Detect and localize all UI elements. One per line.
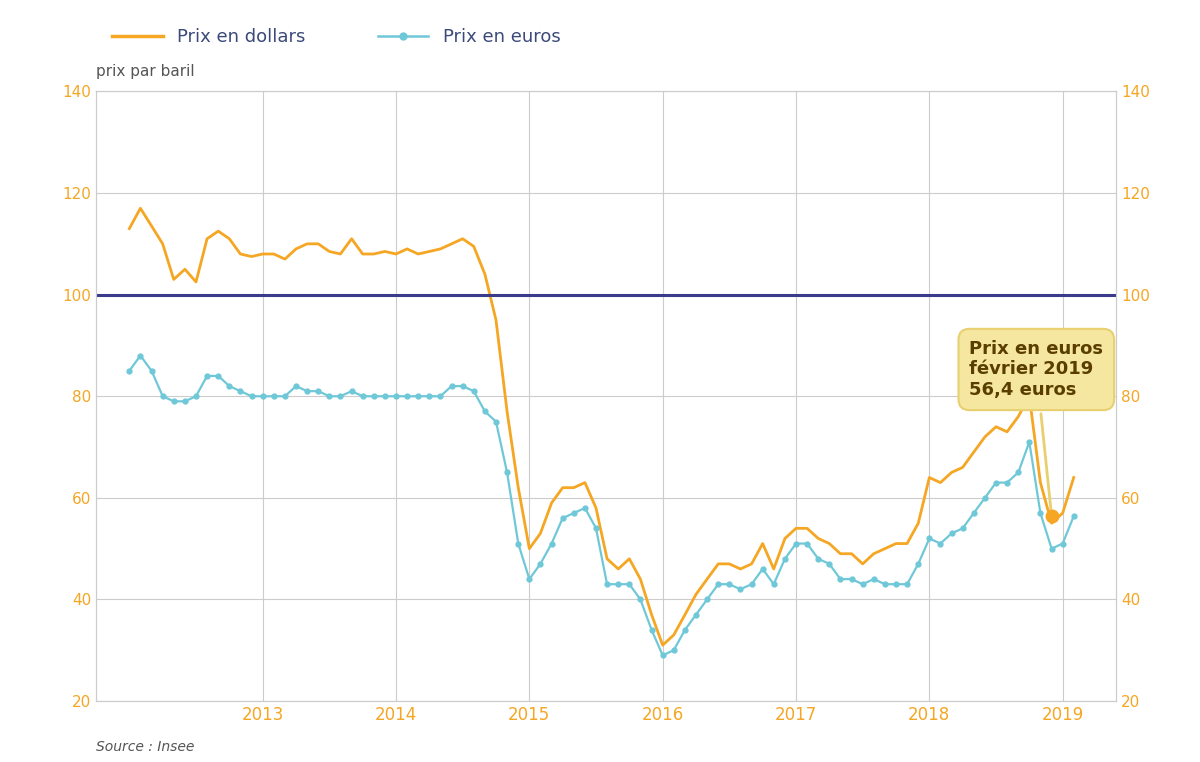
Text: Source : Insee: Source : Insee xyxy=(96,740,194,754)
Legend: Prix en dollars, Prix en euros: Prix en dollars, Prix en euros xyxy=(106,21,568,53)
Text: Prix en euros
février 2019
56,4 euros: Prix en euros février 2019 56,4 euros xyxy=(970,340,1103,514)
Text: prix par baril: prix par baril xyxy=(96,64,194,79)
